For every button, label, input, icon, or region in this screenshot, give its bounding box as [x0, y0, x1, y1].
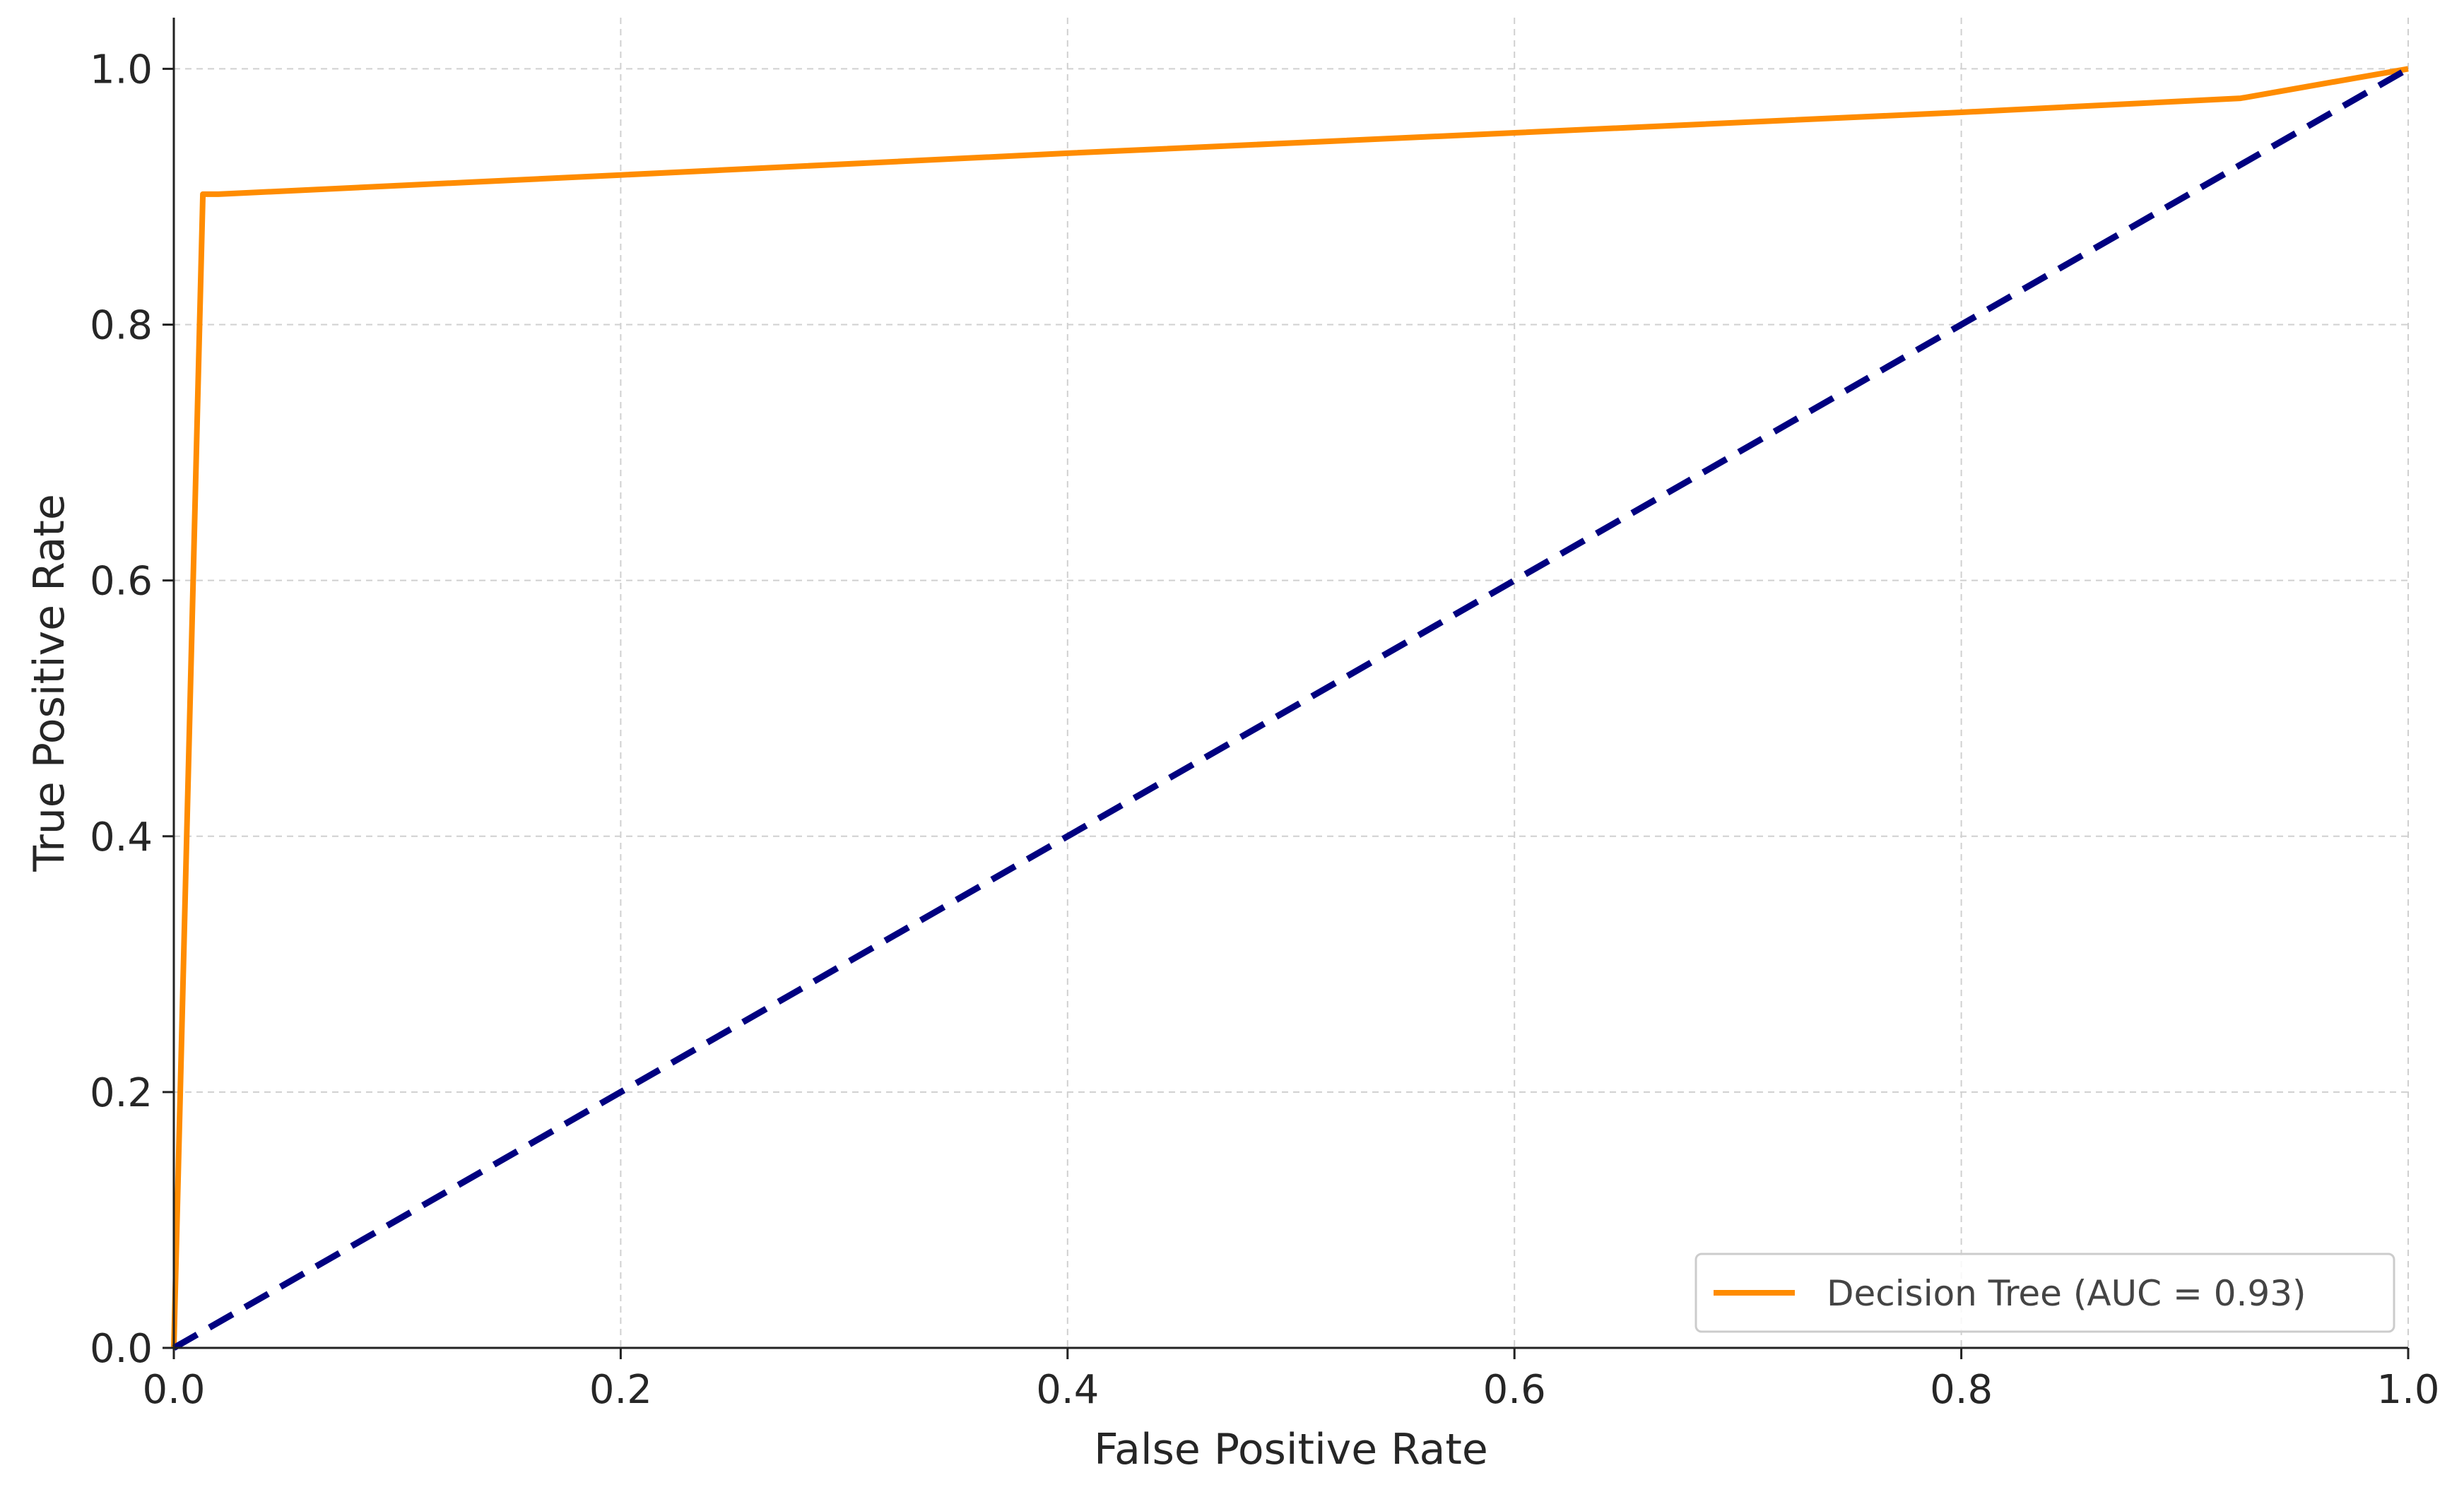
axis-layer — [172, 18, 2408, 1349]
x-tick-label-3: 0.6 — [1483, 1367, 1546, 1413]
y-axis-label: True Positive Rate — [25, 494, 74, 872]
x-tick-label-4: 0.8 — [1930, 1367, 1993, 1413]
x-tick-label-0: 0.0 — [142, 1367, 205, 1413]
grid-layer — [174, 18, 2409, 1348]
legend-box — [1694, 1253, 2395, 1333]
y-tick-label-1: 0.2 — [90, 1070, 153, 1116]
y-tick-label-0: 0.0 — [90, 1326, 153, 1372]
y-tick-label-4: 0.8 — [90, 303, 153, 349]
x-axis-label: False Positive Rate — [1094, 1425, 1488, 1474]
x-tick-label-2: 0.4 — [1036, 1367, 1099, 1413]
y-tick-label-3: 0.6 — [90, 559, 153, 605]
roc-curve-line — [171, 66, 2409, 1349]
chance-diagonal-line — [172, 66, 2410, 1351]
series-layer — [171, 66, 2410, 1351]
legend-label-decision-tree: Decision Tree (AUC = 0.93) — [1827, 1273, 2306, 1314]
x-tick-label-1: 0.2 — [589, 1367, 652, 1413]
y-tick-label-5: 1.0 — [90, 47, 153, 93]
y-tick-label-2: 0.4 — [90, 815, 153, 860]
x-tick-label-5: 1.0 — [2376, 1367, 2439, 1413]
tick-layer: 0.0 0.2 0.4 0.6 0.8 1.0 0.0 0.2 0.4 0.6 0.8 1.0 — [90, 47, 2440, 1413]
legend: Decision Tree (AUC = 0.93) — [1694, 1253, 2395, 1333]
